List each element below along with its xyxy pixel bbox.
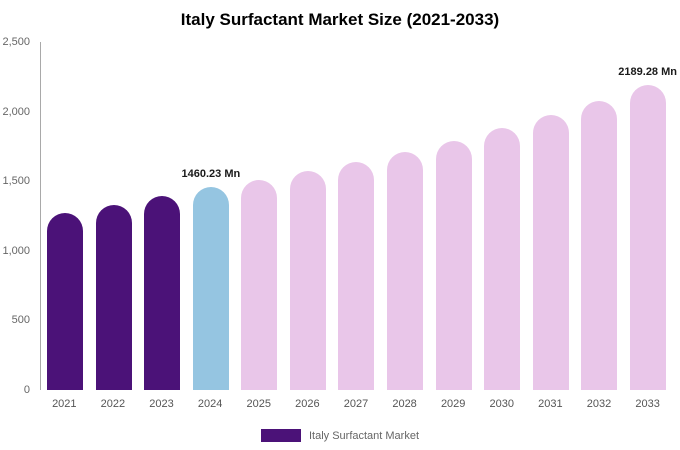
bar-slot-2031 (526, 42, 575, 390)
bar-2025 (241, 179, 278, 390)
y-tick-label: 0 (23, 384, 30, 396)
bar-slot-2026 (284, 42, 333, 390)
x-tick-label-2023: 2023 (149, 398, 174, 410)
bar-2029 (435, 140, 472, 390)
bar-2027 (338, 161, 375, 390)
legend-label: Italy Surfactant Market (308, 429, 420, 442)
y-axis-labels: 0 500 1,000 1,500 2,000 2,500 (0, 36, 36, 396)
x-tick-label-2026: 2026 (295, 398, 320, 410)
bar-slot-2023 (138, 42, 187, 390)
bar-slot-2025 (235, 42, 284, 390)
bar-slot-2029 (429, 42, 478, 390)
y-tick-label: 2,500 (2, 36, 30, 48)
x-tick-label-2031: 2031 (538, 398, 563, 410)
x-tick-label-2027: 2027 (343, 398, 369, 410)
bar-2032 (581, 101, 618, 390)
x-tick-label-2028: 2028 (392, 398, 417, 410)
bar-slot-2030 (478, 42, 527, 390)
y-tick-label: 1,500 (2, 175, 30, 188)
bar-2023 (144, 195, 181, 390)
bar-slot-2033: 2189.28 Mn (618, 42, 677, 390)
bar-2021 (47, 213, 84, 390)
x-tick-label-2030: 2030 (489, 398, 515, 410)
plot-area: 1460.23 Mn 2189.28 Mn (40, 42, 677, 390)
bar-value-label-2024: 1460.23 Mn (181, 167, 241, 180)
x-tick-label-2029: 2029 (440, 398, 466, 410)
bar-slot-2027 (332, 42, 381, 390)
bar-value-label-2033: 2189.28 Mn (618, 66, 677, 79)
bar-2026 (289, 170, 326, 390)
x-axis-labels: 2021 2022 2023 2024 2025 2026 2027 2028 2029 2030… (40, 398, 672, 410)
chart-title: Italy Surfactant Market Size (2021-2033) (180, 10, 500, 29)
bar-2030 (484, 128, 521, 390)
bar-2022 (95, 204, 132, 390)
legend-swatch (260, 429, 301, 442)
x-tick-label-2022: 2022 (100, 398, 126, 410)
bar-slot-2028 (381, 42, 430, 390)
x-tick-label-2021: 2021 (52, 398, 77, 410)
x-tick-label-2024: 2024 (197, 398, 223, 410)
bar-2031 (532, 115, 569, 390)
bar-2028 (386, 151, 423, 390)
legend: Italy Surfactant Market (0, 429, 680, 442)
x-tick-label-2033: 2033 (635, 398, 660, 410)
y-tick-label: 1,000 (2, 244, 30, 257)
bar-2024 (192, 186, 229, 390)
y-tick-label: 2,000 (2, 105, 30, 118)
bar-slot-2024: 1460.23 Mn (182, 42, 240, 390)
bar-2033 (629, 85, 666, 390)
x-tick-label-2032: 2032 (586, 398, 612, 410)
bar-slot-2021 (41, 42, 90, 390)
bar-slot-2022 (90, 42, 139, 390)
bar-slot-2032 (575, 42, 624, 390)
x-tick-label-2025: 2025 (246, 398, 271, 410)
y-tick-label: 500 (11, 314, 30, 327)
